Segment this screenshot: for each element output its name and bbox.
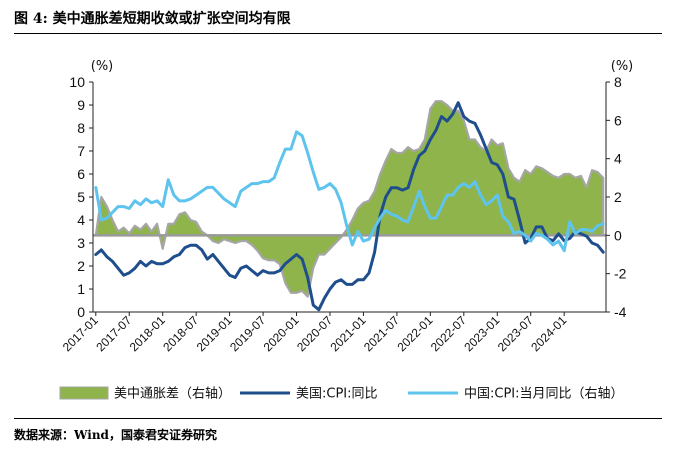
left-tick-label: 9: [77, 97, 85, 113]
title-rule: [14, 33, 662, 34]
line-us-cpi: [94, 101, 605, 312]
left-tick-label: 10: [69, 74, 85, 90]
right-tick-label: -2: [614, 266, 627, 282]
right-tick-label: 6: [614, 112, 622, 128]
x-tick-label: 2023-01: [461, 313, 502, 354]
inflation-chart: 012345678910-4-2024682017-012017-072018-…: [59, 59, 634, 402]
legend-swatch-spread: [59, 386, 109, 400]
left-tick-label: 0: [77, 304, 85, 320]
x-tick-label: 2022-07: [428, 313, 469, 354]
legend-label-spread: 美中通胀差（右轴）: [114, 387, 231, 402]
left-tick-label: 8: [77, 120, 85, 136]
x-tick-label: 2021-07: [361, 313, 402, 354]
left-tick-label: 1: [77, 281, 85, 297]
x-tick-label: 2021-01: [328, 313, 369, 354]
line-layer: [94, 101, 605, 312]
x-tick-label: 2020-07: [294, 313, 335, 354]
legend-label-us-cpi: 美国:CPI:同比: [296, 387, 378, 402]
figure-title: 图 4: 美中通胀差短期收敛或扩张空间均有限: [14, 11, 291, 27]
right-unit-label: (%): [611, 59, 634, 74]
left-tick-label: 3: [77, 235, 85, 251]
left-tick-label: 6: [77, 166, 85, 182]
right-tick-label: 4: [614, 151, 622, 167]
right-tick-label: -4: [614, 304, 627, 320]
line-cn-cpi: [94, 130, 605, 253]
source-note: 数据来源：Wind，国泰君安证券研究: [14, 428, 217, 442]
right-tick-label: 2: [614, 189, 622, 205]
x-tick-label: 2024-01: [528, 313, 569, 354]
x-tick-label: 2019-07: [227, 313, 268, 354]
x-tick-label: 2019-01: [194, 313, 235, 354]
left-tick-label: 4: [77, 212, 85, 228]
x-tick-label: 2022-01: [394, 313, 435, 354]
axis-layer: [89, 81, 610, 316]
legend: 美中通胀差（右轴） 美国:CPI:同比 中国:CPI:当月同比（右轴）: [59, 386, 624, 402]
source-rule: [14, 418, 662, 419]
x-tick-label: 2020-01: [261, 313, 302, 354]
area-spread: [94, 100, 605, 298]
right-tick-label: 8: [614, 74, 622, 90]
legend-label-cn-cpi: 中国:CPI:当月同比（右轴）: [464, 387, 624, 402]
x-tick-label: 2023-07: [495, 313, 536, 354]
left-tick-label: 2: [77, 258, 85, 274]
area-layer: [94, 100, 605, 298]
left-tick-label: 7: [77, 143, 85, 159]
x-tick-label: 2017-07: [93, 313, 134, 354]
x-tick-label: 2018-07: [160, 313, 201, 354]
right-tick-label: 0: [614, 227, 622, 243]
x-tick-label: 2018-01: [127, 313, 168, 354]
left-unit-label: (%): [91, 59, 114, 74]
left-tick-label: 5: [77, 189, 85, 205]
